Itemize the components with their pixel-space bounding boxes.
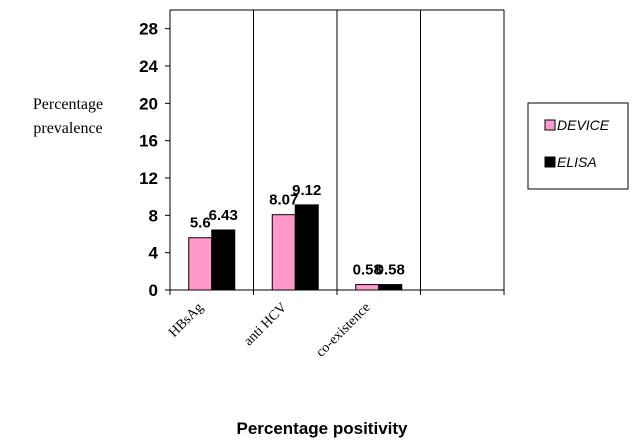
data-label-device: 5.6 bbox=[190, 215, 211, 232]
bars bbox=[188, 204, 403, 291]
data-labels: 5.66.43 8.079.12 0.580.58 bbox=[190, 182, 405, 279]
bar-device bbox=[188, 237, 213, 291]
y-tick-label: 20 bbox=[139, 94, 158, 113]
data-label-device: 8.07 bbox=[269, 192, 298, 209]
y-tick-label: 0 bbox=[149, 281, 158, 300]
data-label-elisa: 0.58 bbox=[376, 262, 405, 279]
y-axis-label-line2: prevalence bbox=[33, 120, 102, 137]
bar-device bbox=[355, 284, 380, 291]
x-axis-ticks: HBsAg anti HCV co-existence bbox=[166, 300, 373, 360]
data-label-elisa: 9.12 bbox=[292, 182, 321, 199]
x-tick-label: co-existence bbox=[313, 300, 373, 360]
y-axis-label-line1: Percentage bbox=[33, 96, 103, 113]
legend-box bbox=[527, 102, 629, 190]
y-tick-label: 24 bbox=[139, 57, 158, 76]
legend-swatch-device bbox=[544, 119, 556, 131]
bar-elisa bbox=[378, 284, 403, 291]
data-label-elisa: 6.43 bbox=[209, 207, 238, 224]
y-axis-ticks: 0 4 8 12 16 20 24 28 bbox=[139, 20, 170, 300]
y-tick-label: 16 bbox=[139, 132, 158, 151]
y-tick-label: 4 bbox=[149, 244, 159, 263]
x-tick-label: anti HCV bbox=[241, 300, 290, 349]
bar-device bbox=[271, 214, 296, 291]
bar-elisa bbox=[211, 229, 236, 291]
x-tick-label: HBsAg bbox=[166, 300, 206, 340]
legend-label-device: DEVICE bbox=[557, 117, 610, 133]
y-tick-label: 28 bbox=[139, 20, 158, 39]
legend-swatch-elisa bbox=[544, 156, 556, 168]
y-tick-label: 12 bbox=[139, 169, 158, 188]
bar-elisa bbox=[294, 204, 319, 291]
y-tick-label: 8 bbox=[149, 206, 158, 225]
legend: DEVICE ELISA bbox=[527, 102, 629, 190]
data-label-device: 0.58 bbox=[353, 262, 382, 279]
legend-label-elisa: ELISA bbox=[557, 154, 597, 170]
x-axis-label: Percentage positivity bbox=[236, 419, 408, 438]
